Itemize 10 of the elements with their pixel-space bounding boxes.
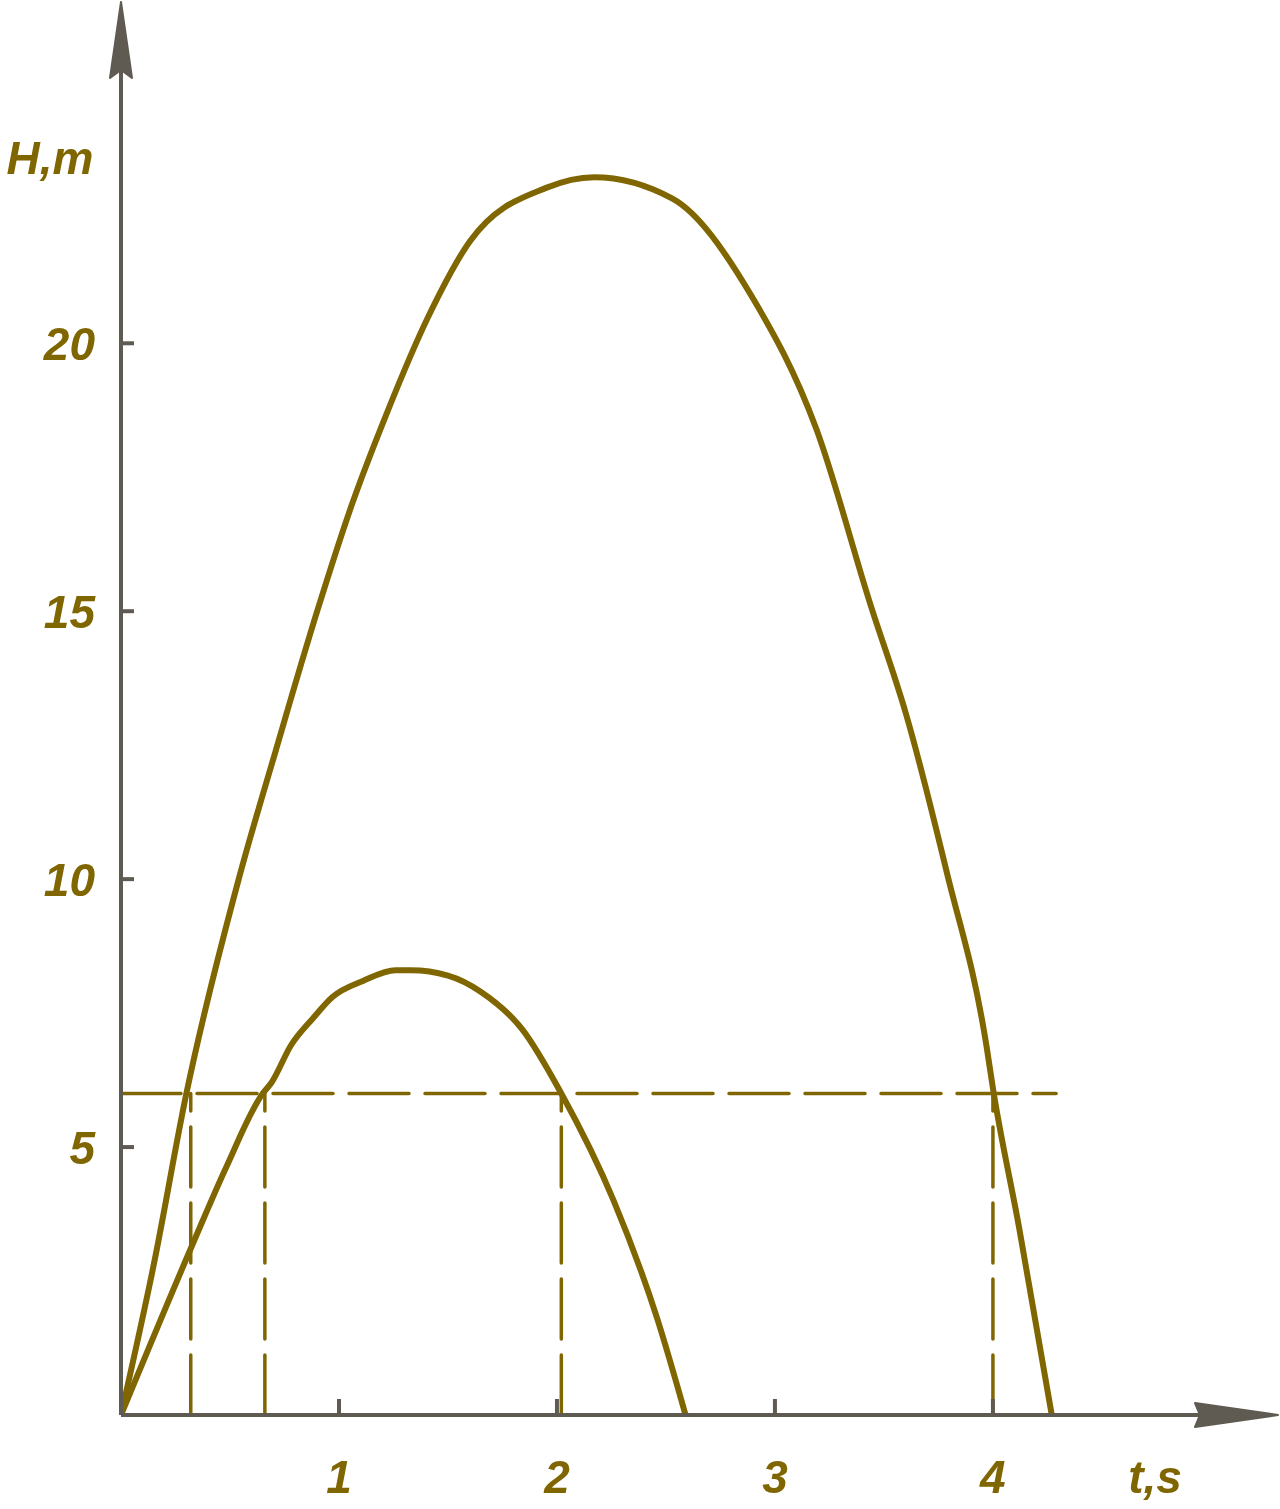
y-tick-label: 10 <box>43 853 96 906</box>
y-axis-title: H,m <box>6 132 94 184</box>
x-tick-label: 4 <box>979 1451 1006 1503</box>
y-tick-label: 5 <box>69 1121 97 1174</box>
y-tick-label: 20 <box>42 317 96 370</box>
x-tick-label: 1 <box>326 1451 352 1503</box>
x-tick-label: 3 <box>762 1451 789 1503</box>
y-tick-label: 15 <box>43 585 97 638</box>
x-axis-title: t,s <box>1128 1451 1182 1503</box>
x-tick-label: 2 <box>543 1451 571 1503</box>
